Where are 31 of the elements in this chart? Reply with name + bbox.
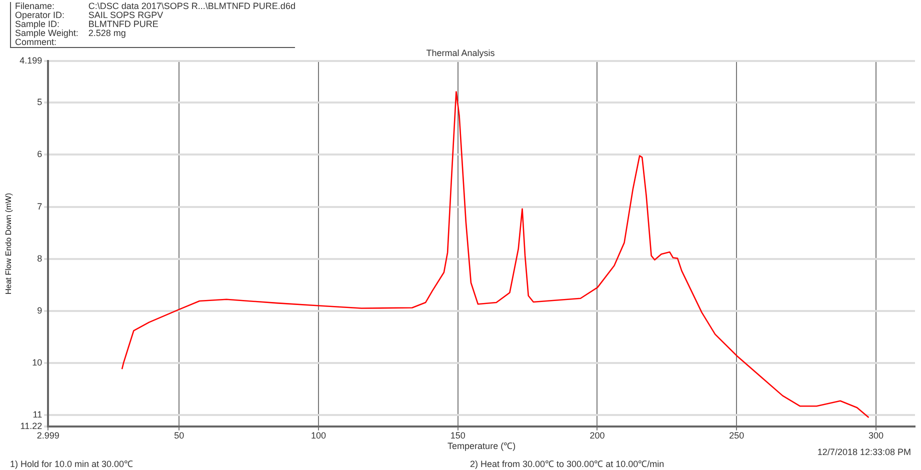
x-axis-title: Temperature (℃) (448, 441, 516, 452)
text: Filename: (15, 1, 56, 11)
y-tick-label: 5 (37, 97, 42, 108)
text: C:\DSC data 2017\SOPS R...\BLMTNFD PURE.d6d (88, 1, 296, 11)
text: 12/7/2018 12:33:08 PM (817, 447, 911, 457)
x-tick-label: 2.999 (36, 430, 60, 440)
x-tick-label: 200 (590, 430, 605, 440)
x-tick-label: 150 (450, 430, 466, 440)
text: SAIL SOPS RGPV (88, 10, 164, 20)
x-tick-label: 300 (868, 430, 884, 440)
y-tick-label: 9 (37, 305, 42, 316)
text: 2) Heat from 30.00℃ to 300.00℃ at 10.00℃/min (470, 458, 664, 470)
text: Sample Weight: (15, 28, 78, 38)
text: Comment: (15, 37, 57, 47)
text: Sample ID: (15, 19, 61, 29)
x-tick-label: 250 (729, 430, 744, 440)
y-tick-label: 7 (37, 201, 42, 212)
text: BLMTNFD PURE (88, 19, 160, 29)
y-tick-label: 6 (37, 149, 42, 160)
text: 1) Hold for 10.0 min at 30.00℃ (10, 458, 134, 470)
y-tick-label: 10 (32, 357, 42, 368)
y-tick-label: 11 (32, 409, 42, 420)
y-tick-label: 4.199 (20, 55, 42, 66)
y-tick-label: 8 (37, 253, 42, 264)
chart-title: Thermal Analysis (426, 48, 495, 58)
text: 2.528 mg (88, 28, 127, 38)
y-tick-label: 11.22 (20, 420, 42, 431)
text: Operator ID: (15, 10, 66, 20)
x-tick-label: 50 (174, 430, 184, 440)
x-tick-label: 100 (310, 430, 326, 440)
y-axis-title: Heat Flow Endo Down (mW) (4, 192, 14, 294)
